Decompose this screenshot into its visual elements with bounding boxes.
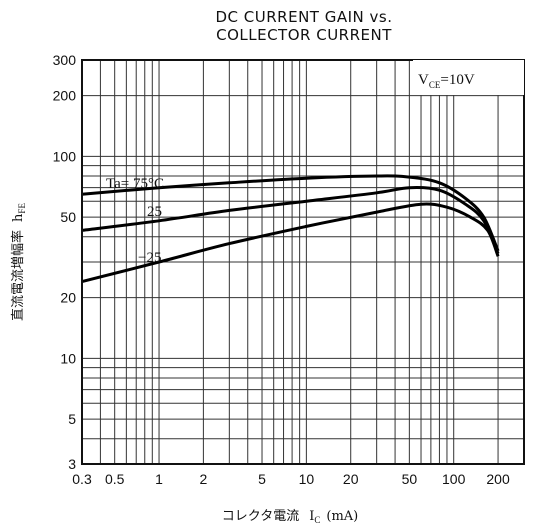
plot-frame [81,59,525,465]
y-tick-label: 20 [60,290,76,306]
y-tick-label: 5 [68,411,76,427]
condition-symbol: V [418,72,429,88]
x-axis-label-symbol: I [309,509,314,524]
condition-sub: CE [429,80,441,90]
y-axis-label-symbol: h [11,213,26,222]
x-tick-label: 5 [258,471,266,487]
x-tick-label: 1 [155,471,163,487]
condition-label: VCE=10V [418,72,475,90]
x-tick-label: 10 [299,471,315,487]
x-tick-label: 20 [343,471,359,487]
y-tick-label: 3 [68,456,76,472]
x-tick-label: 0.3 [72,471,92,487]
y-tick-label: 300 [53,52,77,68]
x-tick-label: 50 [402,471,418,487]
series-label-75: Ta= 75°C [106,176,164,192]
x-tick-label: 0.5 [105,471,125,487]
y-tick-label: 50 [60,209,76,225]
series-line-0 [81,174,500,252]
x-axis-label: コレクタ電流 IC (mA) [222,509,359,525]
x-tick-label: 200 [486,471,510,487]
condition-value: =10V [440,72,474,88]
x-axis-label-sub: C [314,515,320,525]
x-tick-label: 100 [442,471,466,487]
series-label-25: 25 [147,204,162,220]
series-line-2 [81,202,500,284]
x-tick-label: 2 [199,471,207,487]
y-axis-label: 直流電流増幅率 hFE [10,203,27,321]
chart-title-line2: COLLECTOR CURRENT [216,26,392,44]
y-tick-label: 200 [53,88,77,104]
y-tick-label: 10 [60,350,76,366]
y-axis-label-prefix: 直流電流増幅率 [10,230,26,321]
series-label-minus25: −25 [138,250,161,266]
y-tick-label: 100 [53,148,77,164]
y-axis-label-sub: FE [17,203,27,214]
condition-box [413,60,524,95]
series-line-1 [81,186,500,255]
chart-title-line1: DC CURRENT GAIN vs. [216,8,393,26]
x-axis-label-unit: (mA) [326,509,358,524]
curves [81,174,500,284]
x-axis-label-prefix: コレクタ電流 [222,509,299,524]
